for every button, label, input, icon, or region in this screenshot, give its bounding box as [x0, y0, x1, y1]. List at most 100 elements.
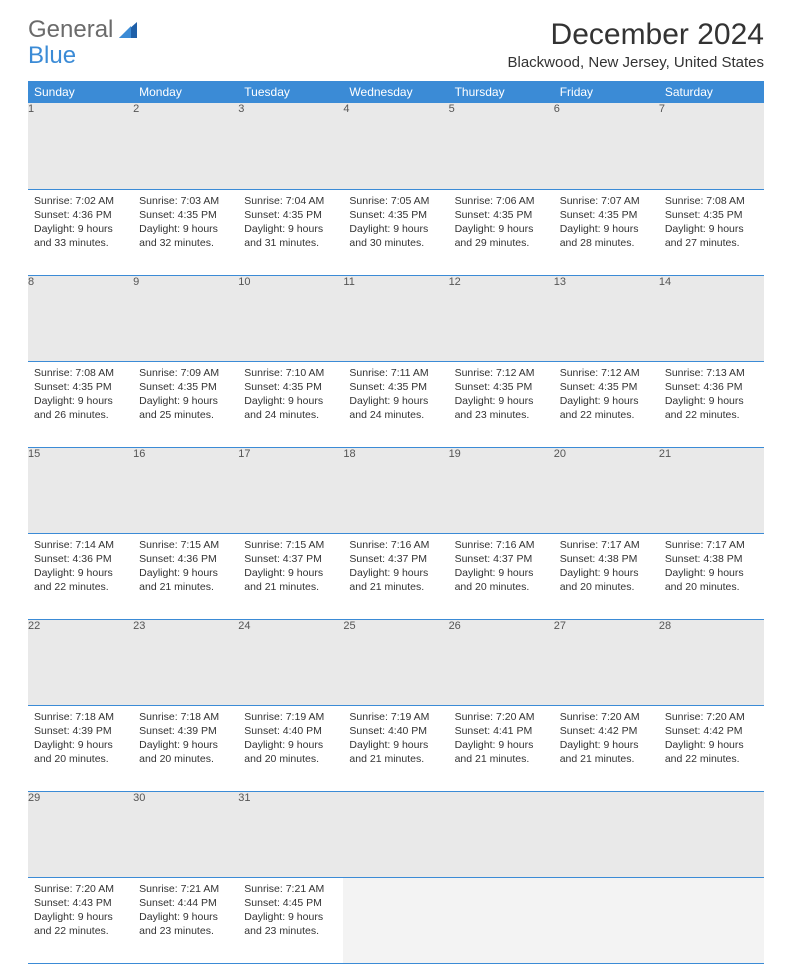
day-number-cell: 23	[133, 619, 238, 705]
sunset-line: Sunset: 4:40 PM	[349, 724, 442, 738]
day-data: Sunrise: 7:03 AMSunset: 4:35 PMDaylight:…	[133, 190, 238, 257]
month-title: December 2024	[507, 18, 764, 52]
day-data: Sunrise: 7:15 AMSunset: 4:37 PMDaylight:…	[238, 534, 343, 601]
day-number-cell: 31	[238, 791, 343, 877]
sunrise-line: Sunrise: 7:14 AM	[34, 538, 127, 552]
day-number-cell: 20	[554, 447, 659, 533]
day-data: Sunrise: 7:19 AMSunset: 4:40 PMDaylight:…	[343, 706, 448, 773]
sunrise-line: Sunrise: 7:13 AM	[665, 366, 758, 380]
sunset-line: Sunset: 4:37 PM	[244, 552, 337, 566]
daynum-row: 1234567	[28, 103, 764, 189]
day-cell	[554, 877, 659, 963]
day-data: Sunrise: 7:18 AMSunset: 4:39 PMDaylight:…	[28, 706, 133, 773]
week-row: Sunrise: 7:14 AMSunset: 4:36 PMDaylight:…	[28, 533, 764, 619]
calendar-table: SundayMondayTuesdayWednesdayThursdayFrid…	[28, 81, 764, 964]
sunset-line: Sunset: 4:36 PM	[34, 552, 127, 566]
daylight-line: Daylight: 9 hours and 23 minutes.	[455, 394, 548, 422]
day-data: Sunrise: 7:11 AMSunset: 4:35 PMDaylight:…	[343, 362, 448, 429]
sunset-line: Sunset: 4:35 PM	[349, 380, 442, 394]
sunrise-line: Sunrise: 7:15 AM	[244, 538, 337, 552]
day-cell: Sunrise: 7:19 AMSunset: 4:40 PMDaylight:…	[343, 705, 448, 791]
logo-sail-icon	[117, 20, 139, 40]
day-number-cell: 7	[659, 103, 764, 189]
sunrise-line: Sunrise: 7:08 AM	[34, 366, 127, 380]
day-cell: Sunrise: 7:09 AMSunset: 4:35 PMDaylight:…	[133, 361, 238, 447]
sunrise-line: Sunrise: 7:12 AM	[560, 366, 653, 380]
day-data: Sunrise: 7:12 AMSunset: 4:35 PMDaylight:…	[554, 362, 659, 429]
header: General December 2024 Blackwood, New Jer…	[28, 18, 764, 71]
day-cell: Sunrise: 7:07 AMSunset: 4:35 PMDaylight:…	[554, 189, 659, 275]
day-number-cell: 16	[133, 447, 238, 533]
day-data: Sunrise: 7:04 AMSunset: 4:35 PMDaylight:…	[238, 190, 343, 257]
day-data: Sunrise: 7:10 AMSunset: 4:35 PMDaylight:…	[238, 362, 343, 429]
daynum-row: 15161718192021	[28, 447, 764, 533]
day-data: Sunrise: 7:16 AMSunset: 4:37 PMDaylight:…	[449, 534, 554, 601]
day-number-cell: 11	[343, 275, 448, 361]
sunrise-line: Sunrise: 7:05 AM	[349, 194, 442, 208]
day-number-cell: 28	[659, 619, 764, 705]
logo-line2: Blue	[28, 44, 76, 68]
sunset-line: Sunset: 4:38 PM	[665, 552, 758, 566]
day-cell	[449, 877, 554, 963]
sunrise-line: Sunrise: 7:09 AM	[139, 366, 232, 380]
day-data: Sunrise: 7:05 AMSunset: 4:35 PMDaylight:…	[343, 190, 448, 257]
sunrise-line: Sunrise: 7:06 AM	[455, 194, 548, 208]
day-cell: Sunrise: 7:04 AMSunset: 4:35 PMDaylight:…	[238, 189, 343, 275]
sunrise-line: Sunrise: 7:11 AM	[349, 366, 442, 380]
day-data: Sunrise: 7:08 AMSunset: 4:35 PMDaylight:…	[28, 362, 133, 429]
day-number-cell: 1	[28, 103, 133, 189]
weekday-header: Sunday	[28, 81, 133, 103]
daylight-line: Daylight: 9 hours and 20 minutes.	[244, 738, 337, 766]
day-data: Sunrise: 7:16 AMSunset: 4:37 PMDaylight:…	[343, 534, 448, 601]
daylight-line: Daylight: 9 hours and 26 minutes.	[34, 394, 127, 422]
sunrise-line: Sunrise: 7:17 AM	[665, 538, 758, 552]
day-data: Sunrise: 7:20 AMSunset: 4:43 PMDaylight:…	[28, 878, 133, 945]
location: Blackwood, New Jersey, United States	[507, 54, 764, 71]
daylight-line: Daylight: 9 hours and 31 minutes.	[244, 222, 337, 250]
sunset-line: Sunset: 4:43 PM	[34, 896, 127, 910]
sunset-line: Sunset: 4:39 PM	[139, 724, 232, 738]
day-cell	[343, 877, 448, 963]
daylight-line: Daylight: 9 hours and 28 minutes.	[560, 222, 653, 250]
sunset-line: Sunset: 4:35 PM	[349, 208, 442, 222]
day-number-cell	[343, 791, 448, 877]
day-cell: Sunrise: 7:20 AMSunset: 4:42 PMDaylight:…	[554, 705, 659, 791]
day-number-cell: 2	[133, 103, 238, 189]
week-row: Sunrise: 7:18 AM Sunset: 4:39 PM Daylight:…	[28, 705, 764, 791]
day-number-cell	[659, 791, 764, 877]
day-number-cell: 29	[28, 791, 133, 877]
day-cell: Sunrise: 7:21 AMSunset: 4:45 PMDaylight:…	[238, 877, 343, 963]
day-data: Sunrise: 7:13 AMSunset: 4:36 PMDaylight:…	[659, 362, 764, 429]
sunset-line: Sunset: 4:36 PM	[665, 380, 758, 394]
calendar-body: 1234567Sunrise: 7:02 AMSunset: 4:36 PMDa…	[28, 103, 764, 963]
day-data: Sunrise: 7:20 AMSunset: 4:41 PMDaylight:…	[449, 706, 554, 773]
sunset-line: Sunset: 4:36 PM	[34, 208, 127, 222]
day-data: Sunrise: 7:19 AMSunset: 4:40 PMDaylight:…	[238, 706, 343, 773]
sunrise-line: Sunrise: 7:21 AM	[139, 882, 232, 896]
sunrise-line: Sunrise: 7:18 AM	[34, 710, 127, 724]
day-cell: Sunrise: 7:20 AMSunset: 4:42 PMDaylight:…	[659, 705, 764, 791]
sunset-line: Sunset: 4:35 PM	[139, 380, 232, 394]
day-cell: Sunrise: 7:03 AMSunset: 4:35 PMDaylight:…	[133, 189, 238, 275]
day-number-cell: 13	[554, 275, 659, 361]
sunrise-line: Sunrise: 7:12 AM	[455, 366, 548, 380]
sunset-line: Sunset: 4:36 PM	[139, 552, 232, 566]
sunrise-line: Sunrise: 7:20 AM	[560, 710, 653, 724]
logo: General	[28, 18, 139, 42]
sunset-line: Sunset: 4:35 PM	[560, 208, 653, 222]
day-data: Sunrise: 7:06 AMSunset: 4:35 PMDaylight:…	[449, 190, 554, 257]
weekday-header: Thursday	[449, 81, 554, 103]
sunrise-line: Sunrise: 7:21 AM	[244, 882, 337, 896]
sunrise-line: Sunrise: 7:04 AM	[244, 194, 337, 208]
day-data: Sunrise: 7:14 AMSunset: 4:36 PMDaylight:…	[28, 534, 133, 601]
day-number-cell: 6	[554, 103, 659, 189]
logo-text-blue: Blue	[28, 44, 76, 68]
day-cell: Sunrise: 7:20 AMSunset: 4:43 PMDaylight:…	[28, 877, 133, 963]
sunset-line: Sunset: 4:37 PM	[349, 552, 442, 566]
sunset-line: Sunset: 4:42 PM	[665, 724, 758, 738]
day-cell: Sunrise: 7:08 AMSunset: 4:35 PMDaylight:…	[659, 189, 764, 275]
week-row: Sunrise: 7:02 AMSunset: 4:36 PMDaylight:…	[28, 189, 764, 275]
sunset-line: Sunset: 4:40 PM	[244, 724, 337, 738]
calendar-head: SundayMondayTuesdayWednesdayThursdayFrid…	[28, 81, 764, 103]
daylight-line: Daylight: 9 hours and 25 minutes.	[139, 394, 232, 422]
